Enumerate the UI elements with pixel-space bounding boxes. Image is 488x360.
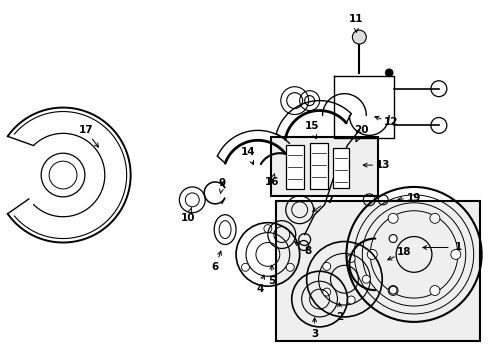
Circle shape [387, 285, 397, 296]
Circle shape [241, 264, 249, 271]
Text: 12: 12 [383, 117, 398, 127]
Circle shape [322, 288, 330, 296]
Text: 7: 7 [325, 195, 332, 205]
Circle shape [366, 249, 376, 260]
Circle shape [450, 249, 460, 260]
Text: 8: 8 [304, 247, 311, 256]
Circle shape [264, 225, 271, 233]
Circle shape [429, 213, 439, 223]
Circle shape [388, 286, 396, 294]
Circle shape [322, 262, 330, 270]
Bar [333, 148, 349, 188]
Text: 9: 9 [218, 178, 225, 188]
Text: 19: 19 [406, 193, 420, 203]
Text: 4: 4 [256, 284, 263, 294]
Text: 1: 1 [454, 243, 462, 252]
Text: 20: 20 [353, 125, 368, 135]
Circle shape [362, 275, 369, 283]
Bar [276, 202, 479, 341]
Text: 15: 15 [304, 121, 318, 131]
Bar [309, 143, 327, 189]
Text: 3: 3 [310, 329, 318, 339]
Text: 16: 16 [264, 177, 279, 187]
Circle shape [387, 213, 397, 223]
Text: 6: 6 [211, 262, 218, 272]
Bar [271, 137, 377, 196]
Text: 11: 11 [348, 14, 363, 24]
Circle shape [429, 285, 439, 296]
Text: 18: 18 [396, 247, 410, 257]
Bar [285, 145, 303, 189]
Text: 5: 5 [268, 276, 275, 286]
Circle shape [388, 235, 396, 243]
Text: 14: 14 [240, 147, 255, 157]
Text: 2: 2 [335, 312, 343, 322]
Text: 13: 13 [375, 160, 389, 170]
Circle shape [346, 296, 354, 304]
Text: 17: 17 [79, 125, 93, 135]
Circle shape [285, 264, 294, 271]
Circle shape [346, 255, 354, 262]
Circle shape [385, 69, 392, 77]
Text: 10: 10 [181, 213, 195, 223]
Circle shape [352, 30, 366, 44]
